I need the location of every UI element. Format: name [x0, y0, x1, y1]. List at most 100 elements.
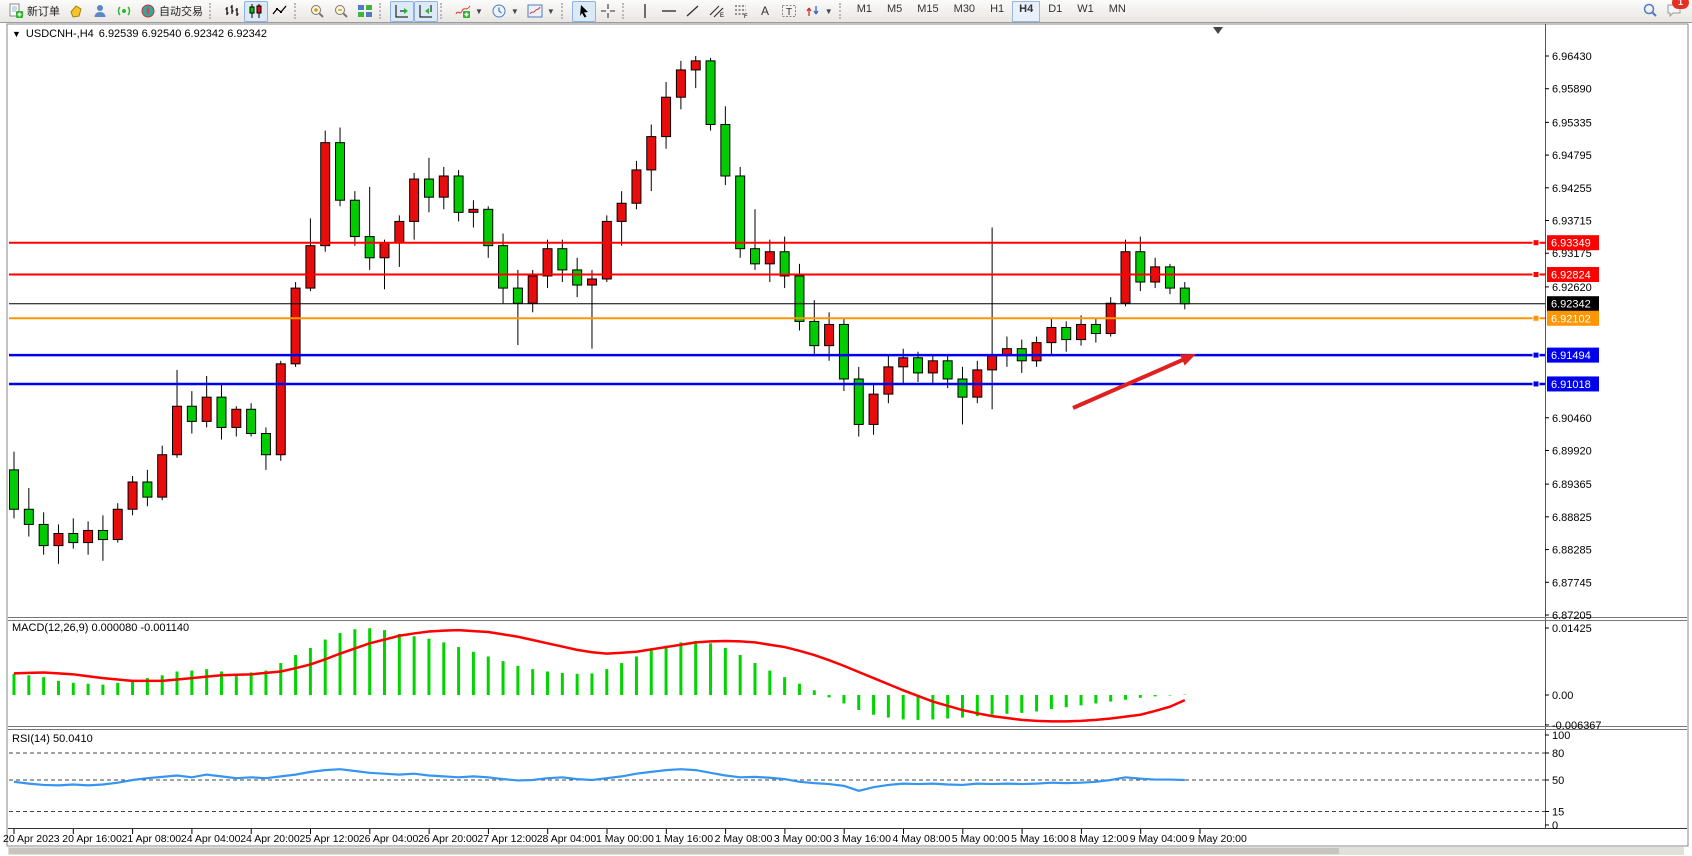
search-icon[interactable]	[1642, 2, 1658, 21]
fibonacci-button[interactable]: F	[729, 1, 753, 22]
autotrade-icon	[140, 3, 156, 19]
indicators-button[interactable]: ▼	[451, 1, 487, 22]
time-axis-label: 24 Apr 20:00	[240, 833, 300, 845]
autotrade-button[interactable]: 自动交易	[136, 1, 207, 22]
vertical-line-button[interactable]	[633, 1, 657, 22]
one-click-trading-toggle[interactable]: ▼	[12, 29, 21, 39]
profiles-button[interactable]	[88, 1, 112, 22]
candle	[750, 248, 760, 265]
timeframe-button-m30[interactable]: M30	[953, 2, 976, 15]
chart-shift-marker	[1213, 27, 1223, 34]
timeframe-button-h4[interactable]: H4	[1012, 0, 1041, 22]
cursor-button[interactable]	[571, 0, 596, 22]
candle	[201, 396, 212, 422]
timeframe-button-d1[interactable]: D1	[1048, 2, 1063, 15]
timeframe-button-m1[interactable]: M1	[856, 2, 872, 15]
candle	[898, 357, 909, 368]
svg-text:T: T	[786, 7, 792, 18]
candle	[927, 360, 938, 374]
chart-ohlc-quotes: 6.92539 6.92540 6.92342 6.92342	[98, 28, 267, 40]
candle	[616, 202, 627, 222]
candle	[1120, 251, 1131, 304]
candle	[335, 142, 346, 201]
timeframe-button-h1[interactable]: H1	[990, 2, 1005, 15]
timeframe-button-m15[interactable]: M15	[917, 2, 939, 15]
chart-shift-button[interactable]	[414, 0, 438, 22]
chat-icon	[1666, 4, 1682, 21]
zoom-in-button[interactable]	[305, 1, 329, 22]
auto-scroll-button[interactable]	[390, 0, 414, 22]
tile-windows-icon	[357, 3, 373, 19]
candle	[97, 529, 108, 541]
candle	[853, 378, 864, 425]
time-axis-label: 5 May 00:00	[952, 833, 1010, 845]
arrows-button[interactable]: ▼	[801, 1, 837, 22]
candle	[1076, 323, 1087, 341]
rsi-tick-label: 50	[1552, 775, 1564, 787]
candle	[1090, 323, 1101, 335]
new-order-icon	[8, 3, 24, 19]
price-tick-label: 6.87745	[1552, 577, 1592, 589]
time-axis-label: 1 May 00:00	[596, 833, 654, 845]
candle	[1179, 287, 1190, 305]
channel-icon: E	[709, 3, 725, 19]
crosshair-button[interactable]	[596, 1, 620, 22]
macd-title: MACD(12,26,9)	[12, 622, 89, 634]
candle	[305, 245, 316, 289]
time-axis-label: 4 May 08:00	[893, 833, 951, 845]
macd-tick-label: 0.00	[1552, 690, 1573, 702]
price-tick-label: 6.94255	[1552, 183, 1592, 195]
price-tick-label: 6.96430	[1552, 51, 1592, 63]
horizontal-line-button[interactable]	[657, 1, 681, 22]
toolbar-grip	[560, 3, 570, 19]
candle	[246, 408, 257, 435]
rsi-tick-label: 15	[1552, 807, 1564, 819]
line-chart-icon	[272, 3, 288, 19]
annotation-arrow[interactable]	[1072, 354, 1192, 410]
time-axis-label: 27 Apr 12:00	[477, 833, 537, 845]
templates-button[interactable]: ▼	[523, 1, 559, 22]
bar-chart-button[interactable]	[220, 1, 244, 22]
price-badge	[1547, 235, 1599, 251]
fibonacci-icon: F	[733, 3, 749, 19]
tile-windows-button[interactable]	[353, 1, 377, 22]
candle	[453, 175, 464, 213]
text-button[interactable]: A	[753, 1, 777, 22]
trendline-button[interactable]	[681, 1, 705, 22]
new-order-button[interactable]: 新订单	[4, 1, 64, 22]
signal-icon	[116, 3, 132, 19]
chart-title-bar: ▼ USDCNH-,H4 6.92539 6.92540 6.92342 6.9…	[12, 28, 267, 40]
timeframe-button-mn[interactable]: MN	[1108, 2, 1126, 15]
price-tick-label: 6.88285	[1552, 545, 1592, 557]
text-label-button[interactable]: T	[777, 1, 801, 22]
rsi-title: RSI(14)	[12, 733, 50, 745]
candlestick-chart-button[interactable]	[244, 0, 268, 22]
time-axis-label: 20 Apr 2023	[3, 833, 60, 845]
line-chart-button[interactable]	[268, 1, 292, 22]
annotation-arrow-head	[1179, 354, 1196, 366]
time-axis-label: 9 May 20:00	[1189, 833, 1247, 845]
candlestick-chart-icon	[248, 3, 264, 19]
candle	[483, 208, 494, 247]
timeframe-group: M1 M5 M15 M30 H1 H4 D1 W1 MN	[850, 0, 1133, 22]
metaeditor-button[interactable]	[64, 1, 88, 22]
candle	[572, 269, 583, 286]
time-axis-label: 3 May 00:00	[774, 833, 832, 845]
candle	[68, 532, 79, 544]
timeframe-button-m5[interactable]: M5	[886, 2, 903, 15]
candle	[883, 366, 894, 395]
signals-button[interactable]	[112, 1, 136, 22]
time-axis-label: 26 Apr 20:00	[418, 833, 478, 845]
crosshair-icon	[600, 3, 616, 19]
time-axis-label: 26 Apr 04:00	[359, 833, 419, 845]
horizontal-line-icon	[661, 3, 677, 19]
zoom-out-button[interactable]	[329, 1, 353, 22]
channel-button[interactable]: E	[705, 1, 729, 22]
candle	[661, 96, 672, 138]
chat-button[interactable]: 1	[1666, 0, 1689, 21]
candle	[379, 242, 390, 259]
periods-button[interactable]: ▼	[487, 1, 523, 22]
timeframe-button-w1[interactable]: W1	[1077, 2, 1094, 15]
macd-tick-label: -0.006367	[1552, 720, 1602, 732]
